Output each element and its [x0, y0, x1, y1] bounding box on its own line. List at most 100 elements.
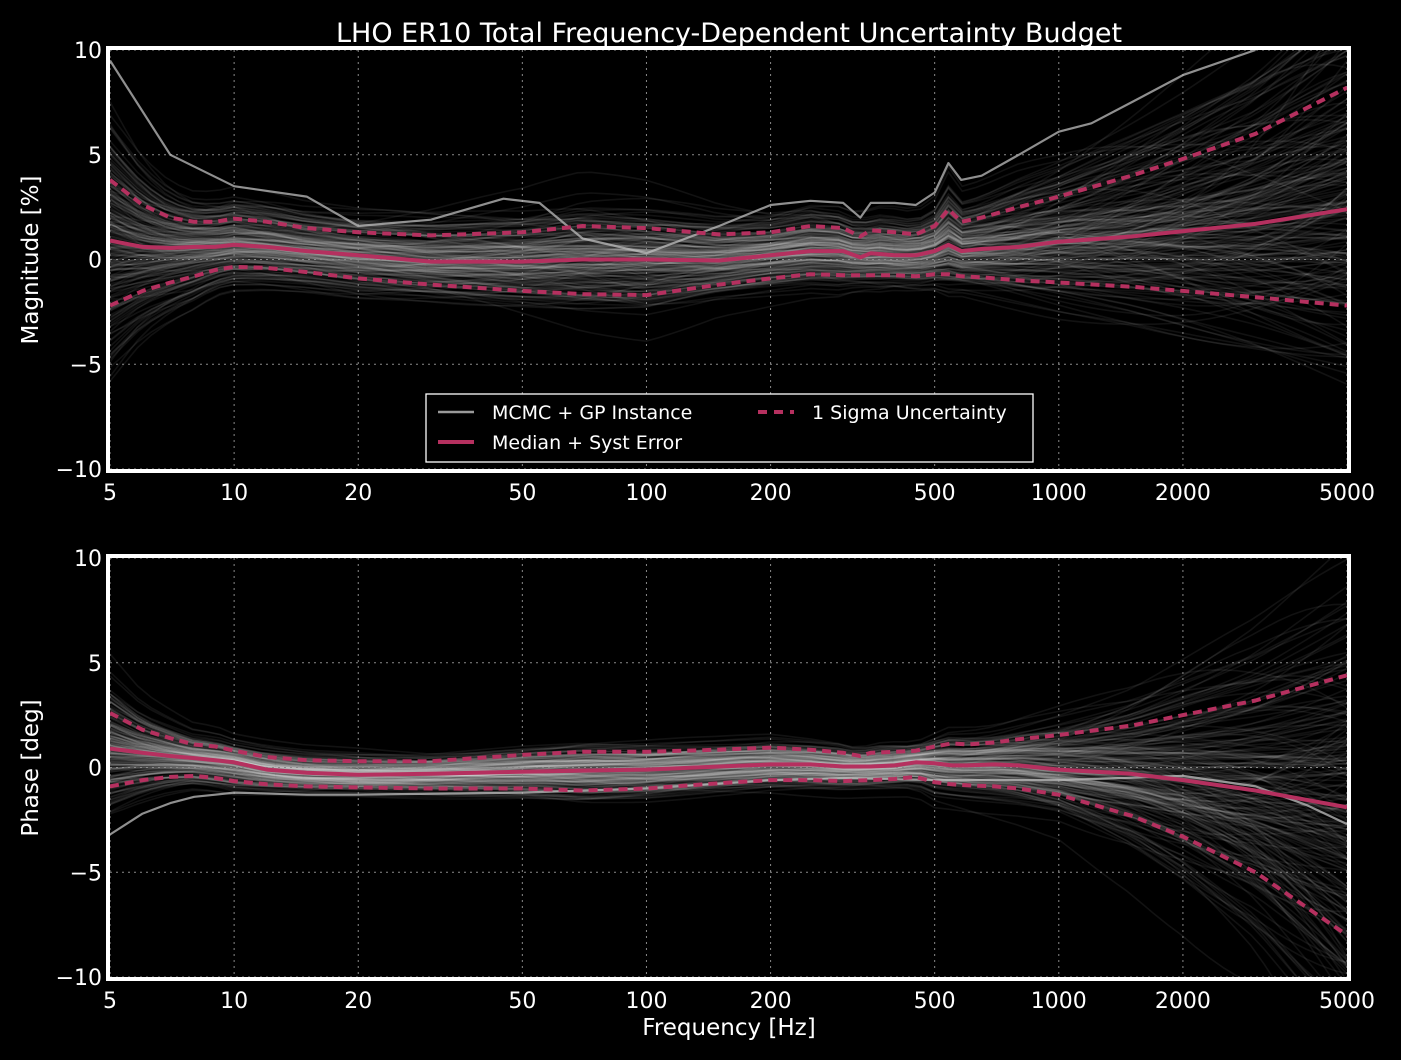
phase-ensemble-curve	[110, 604, 1347, 771]
phase-ensemble-curve	[110, 772, 1347, 860]
magnitude-instance-line	[110, 50, 1256, 255]
magnitude-ensemble-curve	[110, 136, 1347, 250]
magnitude-ensemble-curve	[110, 256, 1347, 305]
magnitude-ensemble-curve	[110, 211, 1347, 282]
phase-ensemble-curve	[110, 737, 1347, 819]
magnitude-x-tick-label: 5	[103, 481, 117, 506]
phase-ensemble-curve	[110, 770, 1347, 804]
magnitude-plot-frame	[106, 46, 1351, 473]
magnitude-x-tick-label: 20	[344, 481, 372, 506]
phase-ensemble-curve	[110, 617, 1347, 785]
phase-x-tick-label: 500	[914, 989, 956, 1014]
magnitude-ensemble-curve	[110, 190, 1347, 328]
magnitude-ensemble-curve	[110, 182, 1347, 261]
phase-ensemble-curve	[110, 748, 1347, 820]
magnitude-ensemble-curve	[110, 209, 1347, 282]
phase-ensemble-curve	[110, 701, 1347, 958]
magnitude-ensemble-curve	[110, 196, 1347, 279]
magnitude-ensemble-curve	[110, 181, 1347, 256]
magnitude-ensemble-curve	[110, 269, 1347, 341]
phase-ensemble-curve	[110, 636, 1347, 759]
phase-ensemble-curve	[110, 763, 1347, 942]
magnitude-ensemble-curve	[110, 202, 1347, 277]
magnitude-ensemble-curve	[110, 178, 1347, 263]
magnitude-ensemble-curve	[110, 185, 1347, 266]
magnitude-ensemble-curve	[110, 216, 1347, 289]
magnitude-ensemble-curve	[110, 50, 1303, 258]
phase-ensemble-curve	[110, 721, 1347, 952]
magnitude-ensemble-curve	[110, 200, 1347, 269]
magnitude-ensemble-curve	[110, 250, 1347, 325]
phase-ensemble-curve	[110, 718, 1347, 778]
magnitude-x-tick-label: 50	[508, 481, 536, 506]
magnitude-ensemble-curve	[110, 156, 1347, 358]
magnitude-ensemble-curve	[110, 71, 1347, 274]
phase-ensemble-curve	[110, 776, 1347, 967]
phase-ensemble-curve	[110, 739, 1347, 911]
magnitude-ensemble-curve	[110, 227, 1347, 355]
magnitude-x-tick-label: 1000	[1031, 481, 1087, 506]
magnitude-ensemble-curve	[110, 160, 1347, 270]
phase-ensemble-curve	[110, 760, 1347, 964]
magnitude-ensemble-curve	[110, 50, 1334, 259]
phase-ensemble-curve	[110, 750, 1347, 816]
magnitude-ensemble-curve	[110, 171, 1347, 246]
phase-ensemble-curve	[110, 601, 1347, 769]
phase-ensemble-curve	[110, 740, 1347, 810]
phase-ensemble-curve	[110, 724, 1347, 841]
phase-y-tick-label: −5	[70, 861, 102, 886]
phase-ensemble-curve	[110, 675, 1347, 766]
phase-ensemble-curve	[110, 771, 1347, 912]
phase-ensemble-curve	[110, 770, 1347, 806]
phase-ensemble-curve	[110, 623, 1347, 766]
magnitude-ensemble-curve	[110, 188, 1347, 252]
magnitude-x-tick-label: 5000	[1319, 481, 1375, 506]
phase-ensemble-curve	[110, 744, 1299, 977]
magnitude-ensemble-curve	[110, 119, 1347, 249]
phase-ensemble-curve	[110, 693, 1347, 851]
magnitude-ensemble-curve	[110, 262, 1347, 320]
magnitude-ensemble-curve	[110, 63, 1347, 292]
phase-ensemble-curve	[110, 767, 1347, 806]
phase-ensemble-curve	[110, 762, 1347, 795]
phase-panel: 5 10 20 50 100 200 500 1000 2000 5000 −10 −5 0 5 10 P…	[18, 547, 1375, 1041]
magnitude-x-tick-label: 2000	[1155, 481, 1211, 506]
phase-ensemble-curve	[110, 709, 1347, 933]
magnitude-x-tick-label: 200	[750, 481, 792, 506]
phase-ensemble-curve	[110, 709, 1347, 783]
chart-title: LHO ER10 Total Frequency-Dependent Uncer…	[336, 18, 1122, 49]
legend-instance-label: MCMC + GP Instance	[492, 402, 692, 424]
phase-x-tick-label: 20	[344, 989, 372, 1014]
magnitude-ensemble-curve	[110, 158, 1347, 286]
magnitude-ensemble-curve	[110, 187, 1347, 318]
magnitude-x-tick-label: 100	[625, 481, 667, 506]
phase-instance-line	[110, 774, 1347, 836]
phase-ensemble-curve	[110, 764, 1347, 826]
magnitude-ensemble-curve	[110, 188, 1347, 250]
magnitude-panel: 5 10 20 50 100 200 500 1000 2000 5000 −10 −5 0 5 10 M…	[18, 39, 1375, 506]
magnitude-ensemble-curve	[110, 60, 1347, 241]
phase-ensemble-curve	[110, 731, 1347, 769]
phase-ensemble-curve	[110, 634, 1347, 785]
magnitude-y-tick-label: −5	[70, 353, 102, 378]
magnitude-ensemble-curve	[110, 55, 1347, 286]
magnitude-ensemble-curve	[110, 278, 1347, 358]
magnitude-ensemble-curve	[110, 221, 1347, 261]
phase-x-tick-label: 10	[220, 989, 248, 1014]
magnitude-x-tick-label: 10	[220, 481, 248, 506]
magnitude-ensemble-curve	[110, 161, 1347, 266]
magnitude-ensemble-curve	[110, 167, 1347, 249]
magnitude-ensemble-curve	[110, 205, 1347, 274]
phase-ensemble-curve	[110, 749, 1347, 798]
phase-y-tick-label: 10	[74, 547, 102, 572]
magnitude-ensemble-curve	[110, 223, 1347, 332]
phase-ensemble-curve	[110, 734, 1347, 771]
phase-ensemble-curve	[110, 748, 1308, 977]
phase-ensemble-curve	[110, 770, 1347, 836]
magnitude-ensemble-curve	[110, 126, 1347, 231]
phase-ensemble-curve	[110, 762, 1347, 913]
magnitude-ensemble-curve	[110, 193, 1347, 273]
magnitude-ensemble-curve	[110, 222, 1347, 316]
phase-ensemble-curve	[110, 667, 1347, 773]
